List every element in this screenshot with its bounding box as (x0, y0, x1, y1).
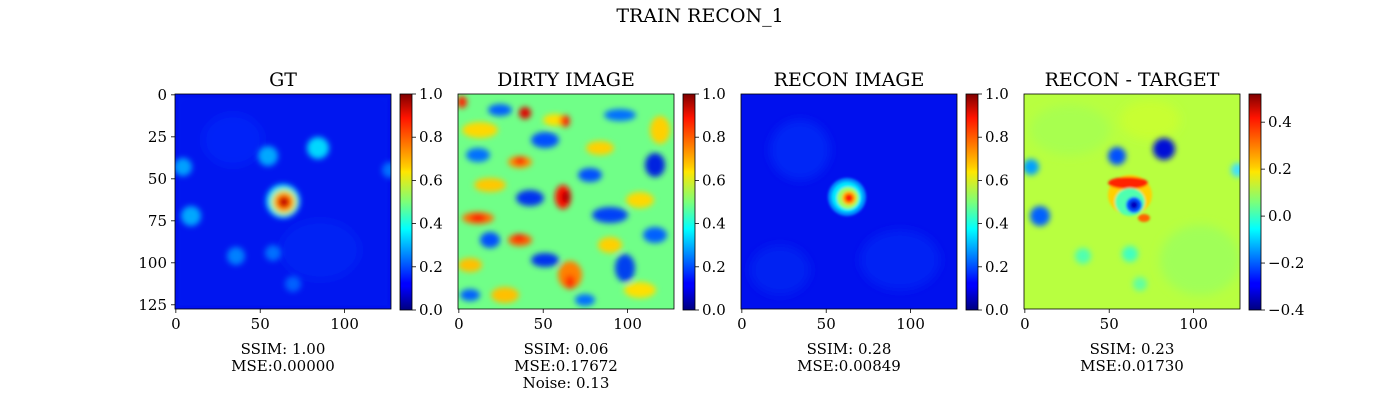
panel-dirty-image: DIRTY IMAGE (454, 69, 726, 333)
colorbar-tick-label: 0.0 (1268, 207, 1292, 225)
heatmap-recon (741, 94, 957, 309)
metric-noise: Noise: 0.13 (522, 374, 610, 392)
colorbar-tick-label: 0.2 (985, 258, 1009, 276)
colorbar-tick-label: 0.6 (985, 171, 1009, 189)
x-tick-label: 100 (1179, 315, 1208, 333)
x-axis-diff: 0 50 100 (1020, 309, 1208, 333)
colorbar-tick-label: 0.2 (702, 258, 726, 276)
panel-gt: GT (138, 69, 443, 333)
colorbar-tick-label: 0.8 (702, 128, 726, 146)
x-axis-recon: 0 50 100 (737, 309, 925, 333)
colorbar-tick-label: 0.0 (985, 301, 1009, 319)
y-tick-label: 50 (148, 170, 167, 188)
metrics-gt: SSIM: 1.00 MSE:0.00000 (183, 341, 383, 375)
y-tick-label: 25 (148, 128, 167, 146)
colorbar-tick-label: 0.6 (419, 171, 443, 189)
metric-ssim: SSIM: 0.23 (1089, 340, 1175, 358)
colorbar-tick-label: 1.0 (985, 85, 1009, 103)
colorbar-tick-label: 0.4 (419, 215, 443, 233)
panel-title-dirty: DIRTY IMAGE (497, 69, 635, 91)
metric-mse: MSE:0.00849 (797, 357, 901, 375)
colorbar-tick-label: 1.0 (419, 85, 443, 103)
x-tick-label: 0 (1020, 315, 1030, 333)
colorbar-tick-label: −0.4 (1268, 301, 1304, 319)
metrics-dirty: SSIM: 0.06 MSE:0.17672 Noise: 0.13 (466, 341, 666, 392)
metric-mse: MSE:0.17672 (514, 357, 618, 375)
metrics-recon: SSIM: 0.28 MSE:0.00849 (749, 341, 949, 375)
colorbar-tick-label: 0.4 (1268, 113, 1292, 131)
metric-ssim: SSIM: 0.28 (806, 340, 892, 358)
x-tick-label: 50 (1100, 315, 1119, 333)
colorbar-tick-label: 0.0 (419, 301, 443, 319)
heatmap-gt (175, 94, 391, 309)
y-tick-label: 0 (157, 86, 167, 104)
x-tick-label: 50 (534, 315, 553, 333)
colorbar-diff: −0.4 −0.2 0.0 0.2 0.4 (1248, 93, 1304, 319)
colorbar-recon: 0.0 0.2 0.4 0.6 0.8 1.0 (965, 85, 1009, 319)
colorbar-tick-label: 0.2 (419, 258, 443, 276)
x-tick-label: 100 (613, 315, 642, 333)
colorbar-dirty: 0.0 0.2 0.4 0.6 0.8 1.0 (682, 85, 726, 319)
metric-ssim: SSIM: 0.06 (523, 340, 609, 358)
x-axis-dirty: 0 50 100 (454, 309, 642, 333)
colorbar-tick-label: 0.2 (1268, 160, 1292, 178)
colorbar-tick-label: 0.4 (702, 215, 726, 233)
metric-mse: MSE:0.01730 (1080, 357, 1184, 375)
metric-ssim: SSIM: 1.00 (240, 340, 326, 358)
y-axis-gt: 0 25 50 75 100 125 (138, 86, 175, 314)
figure-title: TRAIN RECON_1 (616, 5, 784, 27)
x-tick-label: 50 (817, 315, 836, 333)
colorbar-gt: 0.0 0.2 0.4 0.6 0.8 1.0 (399, 85, 443, 319)
panel-title-diff: RECON - TARGET (1045, 69, 1220, 91)
metrics-diff: SSIM: 0.23 MSE:0.01730 (1032, 341, 1232, 375)
y-tick-label: 100 (138, 254, 167, 272)
x-tick-label: 100 (330, 315, 359, 333)
colorbar-tick-label: 1.0 (702, 85, 726, 103)
heatmap-dirty (458, 94, 674, 309)
y-tick-label: 125 (138, 296, 167, 314)
colorbar-tick-label: 0.8 (419, 128, 443, 146)
x-tick-label: 100 (896, 315, 925, 333)
colorbar-tick-label: 0.0 (702, 301, 726, 319)
x-tick-label: 50 (251, 315, 270, 333)
heatmap-diff (1024, 94, 1240, 309)
colorbar-tick-label: 0.8 (985, 128, 1009, 146)
x-tick-label: 0 (454, 315, 464, 333)
x-tick-label: 0 (737, 315, 747, 333)
panel-title-gt: GT (269, 69, 297, 91)
panel-recon-image: RECON IMAGE 0 50 100 0.0 0.2 0.4 0.6 0.8 1.0 (737, 69, 1009, 333)
colorbar-tick-label: −0.2 (1268, 254, 1304, 272)
x-tick-label: 0 (171, 315, 181, 333)
metric-mse: MSE:0.00000 (231, 357, 335, 375)
colorbar-tick-label: 0.6 (702, 171, 726, 189)
panel-title-recon: RECON IMAGE (774, 69, 925, 91)
x-axis-gt: 0 50 100 (171, 309, 359, 333)
y-tick-label: 75 (148, 212, 167, 230)
colorbar-tick-label: 0.4 (985, 215, 1009, 233)
panel-recon-minus-target: RECON - TARGET (1020, 69, 1304, 333)
